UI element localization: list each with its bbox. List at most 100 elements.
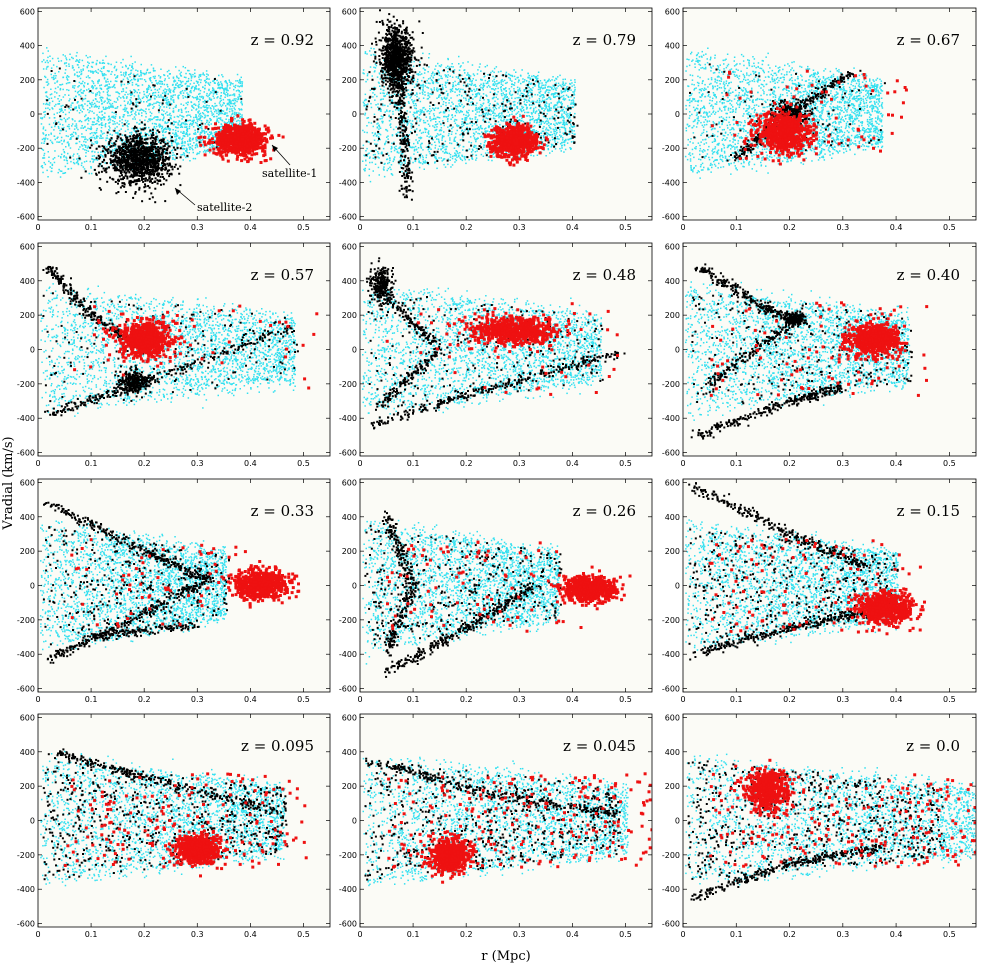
host-point [112, 116, 115, 119]
host-point [186, 115, 188, 117]
host-point [115, 91, 117, 93]
satellite-2-point [136, 179, 139, 182]
host-point [102, 62, 104, 64]
host-point [64, 109, 66, 111]
satellite-2-point [114, 158, 117, 161]
host-point [94, 98, 97, 100]
satellite-2-point [158, 179, 161, 182]
satellite-2-point [141, 163, 144, 166]
satellite-2-point [99, 178, 102, 181]
satellite-1-point [263, 153, 267, 157]
satellite-2-point [126, 155, 129, 158]
satellite-2-point [146, 158, 149, 161]
host-point [556, 138, 559, 140]
host-point [235, 112, 238, 115]
satellite-1-point [265, 138, 268, 142]
host-point [62, 88, 64, 91]
x-tick-label: 0.3 [191, 223, 204, 232]
host-point [171, 142, 173, 145]
host-point [53, 113, 55, 116]
satellite-2-point [133, 156, 136, 158]
host-point [46, 169, 48, 172]
host-point [189, 95, 191, 97]
host-point [166, 101, 168, 103]
host-point [85, 138, 87, 140]
satellite-2-point [169, 103, 172, 106]
host-point [135, 99, 137, 101]
host-point [177, 95, 179, 97]
satellite-2-point [109, 176, 111, 179]
satellite-2-point [128, 180, 131, 183]
host-point [70, 137, 72, 139]
host-point [92, 85, 94, 88]
host-point [74, 120, 76, 122]
host-point [159, 106, 162, 108]
host-point [93, 159, 95, 161]
host-point [238, 90, 240, 92]
host-point [423, 168, 425, 170]
host-point [434, 162, 436, 164]
satellite-1-point [277, 133, 281, 137]
host-point [129, 76, 131, 78]
host-point [45, 91, 48, 94]
host-point [202, 86, 204, 88]
host-point [443, 131, 445, 133]
satellite-2-point [207, 127, 210, 130]
host-point [62, 111, 64, 113]
satellite-2-point [75, 137, 78, 140]
host-point [153, 125, 156, 128]
host-point [218, 113, 221, 115]
host-point [89, 117, 92, 120]
host-point [204, 151, 207, 153]
host-point [146, 101, 148, 103]
host-point [175, 121, 177, 123]
satellite-2-point [129, 184, 132, 187]
host-point [238, 95, 241, 98]
satellite-2-point [164, 168, 167, 171]
host-point [160, 145, 162, 148]
host-point [78, 66, 80, 69]
host-point [166, 122, 168, 124]
host-point [51, 141, 53, 143]
host-point [43, 152, 46, 155]
satellite-2-point [124, 174, 127, 177]
satellite-1-point [247, 131, 251, 135]
host-point [147, 88, 150, 90]
host-point [196, 97, 199, 99]
y-tick-label: 400 [20, 42, 35, 51]
satellite-1-point [219, 153, 223, 157]
host-point [191, 124, 193, 126]
host-point [198, 103, 200, 105]
host-point [68, 143, 70, 146]
satellite-2-point [157, 162, 160, 165]
host-point [437, 70, 439, 72]
host-point [48, 102, 51, 104]
host-point [161, 92, 164, 94]
host-point [197, 130, 199, 133]
host-point [120, 85, 123, 87]
host-point [179, 114, 181, 117]
satellite-2-point [127, 158, 130, 161]
satellite-2-point [160, 153, 163, 156]
satellite-1-point [238, 144, 242, 148]
host-point [92, 103, 94, 106]
host-point [230, 100, 232, 102]
host-point [56, 80, 59, 82]
satellite-2-point [155, 143, 158, 145]
host-point [114, 107, 116, 109]
host-point [207, 111, 209, 114]
host-point [126, 96, 128, 98]
host-point [204, 123, 207, 125]
host-point [195, 133, 197, 135]
host-point [206, 92, 208, 95]
satellite-2-point [174, 163, 177, 166]
host-point [190, 77, 193, 79]
host-point [422, 83, 424, 86]
host-point [513, 84, 516, 86]
host-point [220, 111, 222, 114]
satellite-2-point [129, 175, 132, 178]
host-point [58, 100, 61, 102]
host-point [42, 68, 45, 70]
host-point [194, 131, 197, 134]
host-point [57, 136, 59, 138]
